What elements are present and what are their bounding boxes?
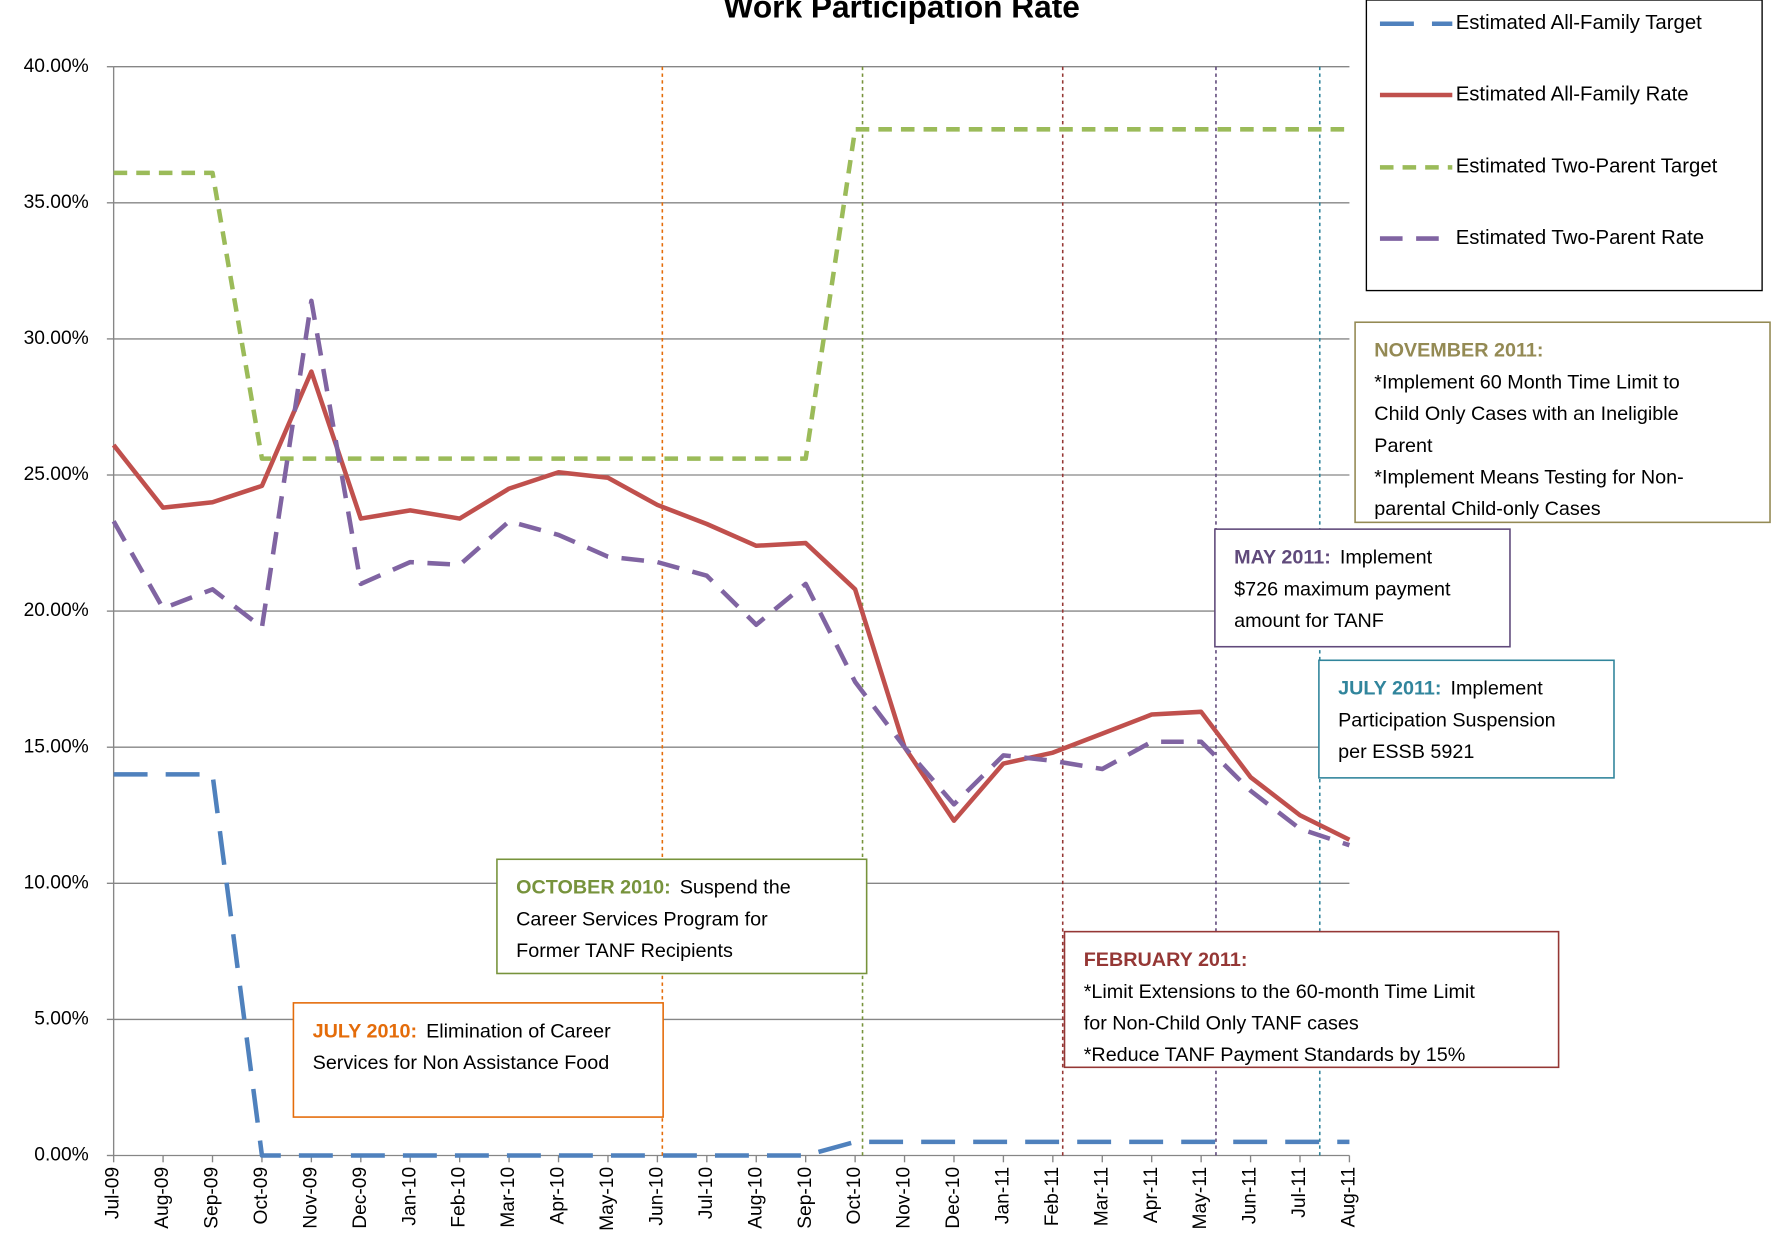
annotation-text: amount for TANF: [1234, 610, 1384, 632]
annotation-heading-line: JULY 2010: Elimination of Career: [313, 1020, 611, 1042]
annotation-text: *Implement Means Testing for Non-: [1374, 466, 1683, 488]
annotation-heading: OCTOBER 2010:: [516, 877, 671, 899]
annotation-text: Parent: [1374, 435, 1433, 457]
annotation-text: Implement: [1450, 678, 1543, 700]
annotation-box: [1214, 528, 1511, 648]
annotation-text: Career Services Program for: [516, 909, 768, 931]
x-tick-label: Jan-10: [399, 1167, 420, 1226]
legend-label: Estimated All-Family Rate: [1456, 83, 1689, 105]
x-tick-label: Aug-11: [1339, 1167, 1360, 1228]
y-tick-label: 10.00%: [24, 872, 89, 893]
annotation-box: [1354, 321, 1771, 524]
x-tick-label: Nov-10: [894, 1167, 915, 1229]
legend-label: Estimated Two-Parent Rate: [1456, 227, 1704, 249]
x-tick-label: Feb-11: [1042, 1167, 1063, 1226]
x-tick-label: Feb-10: [449, 1167, 470, 1228]
annotation-text: Suspend the: [680, 877, 791, 899]
annotation-heading-line: FEBRUARY 2011:: [1084, 949, 1248, 971]
annotation-text: Elimination of Career: [426, 1020, 611, 1042]
annotation-box: [292, 1002, 664, 1118]
y-tick-label: 5.00%: [34, 1008, 89, 1029]
x-tick-label: Aug-10: [745, 1167, 766, 1229]
x-tick-label: Sep-10: [795, 1167, 816, 1229]
y-tick-label: 40.00%: [24, 56, 89, 77]
x-tick-label: May-10: [597, 1167, 618, 1231]
y-tick-label: 35.00%: [24, 192, 89, 213]
legend-label: Estimated Two-Parent Target: [1456, 156, 1718, 178]
y-tick-label: 0.00%: [34, 1145, 89, 1166]
annotation-text: Child Only Cases with an Ineligible: [1374, 403, 1678, 425]
x-tick-label: Jul-10: [696, 1167, 717, 1219]
annotation-text: Former TANF Recipients: [516, 940, 733, 962]
annotation-heading-line: NOVEMBER 2011:: [1374, 340, 1543, 362]
annotation-heading: JULY 2010:: [313, 1020, 417, 1042]
x-tick-label: Jul-09: [103, 1167, 124, 1219]
series-line: [111, 369, 1351, 842]
annotation-box: [1318, 659, 1615, 779]
annotation-text: *Reduce TANF Payment Standards by 15%: [1084, 1044, 1466, 1066]
x-tick-label: Jan-11: [992, 1167, 1013, 1224]
annotation-heading: MAY 2011:: [1234, 547, 1331, 569]
x-tick-label: Sep-09: [202, 1167, 223, 1229]
annotation-text: *Implement 60 Month Time Limit to: [1374, 372, 1679, 394]
x-tick-label: Oct-09: [251, 1167, 272, 1225]
annotation-text: Participation Suspension: [1338, 710, 1556, 732]
y-tick-label: 15.00%: [24, 736, 89, 757]
annotation-text: $726 maximum payment: [1234, 578, 1451, 600]
annotation-text: parental Child-only Cases: [1374, 498, 1600, 520]
annotation-heading-line: OCTOBER 2010: Suspend the: [516, 877, 791, 899]
y-tick-label: 20.00%: [24, 600, 89, 621]
x-tick-label: Apr-11: [1141, 1167, 1162, 1223]
annotation-heading-line: MAY 2011: Implement: [1234, 547, 1433, 569]
annotation-heading: FEBRUARY 2011:: [1084, 949, 1248, 971]
series-line: [111, 298, 1351, 848]
y-tick-label: 30.00%: [24, 328, 89, 349]
x-tick-label: Jun-11: [1240, 1167, 1261, 1224]
annotation-heading: NOVEMBER 2011:: [1374, 340, 1543, 362]
x-tick-label: Nov-09: [300, 1167, 321, 1229]
annotation-text: for Non-Child Only TANF cases: [1084, 1013, 1359, 1035]
annotation-heading: JULY 2011:: [1338, 678, 1441, 700]
x-tick-label: Apr-10: [548, 1167, 569, 1225]
annotation-text: Services for Non Assistance Food: [313, 1052, 610, 1074]
annotation-text: Implement: [1340, 547, 1433, 569]
annotation-box: [1063, 930, 1560, 1069]
x-tick-label: May-11: [1190, 1167, 1211, 1230]
annotation-heading-line: JULY 2011: Implement: [1338, 678, 1543, 700]
annotation-text: *Limit Extensions to the 60-month Time L…: [1084, 981, 1476, 1003]
x-tick-label: Jul-11: [1289, 1167, 1310, 1218]
x-tick-label: Dec-10: [943, 1167, 964, 1229]
series-line: [113, 772, 1350, 1158]
legend-box: [1365, 0, 1763, 292]
x-tick-label: Dec-09: [350, 1167, 371, 1229]
annotation-text: per ESSB 5921: [1338, 741, 1474, 763]
x-tick-label: Jun-10: [646, 1167, 667, 1226]
annotation-box: [496, 858, 868, 975]
x-tick-label: Mar-10: [498, 1167, 519, 1228]
y-tick-label: 25.00%: [24, 464, 89, 485]
x-tick-label: Oct-10: [844, 1167, 865, 1225]
chart-title: Work Participation Rate: [724, 0, 1080, 24]
x-tick-label: Aug-09: [152, 1167, 173, 1229]
x-tick-label: Mar-11: [1091, 1167, 1112, 1226]
legend-label: Estimated All-Family Target: [1456, 12, 1702, 34]
